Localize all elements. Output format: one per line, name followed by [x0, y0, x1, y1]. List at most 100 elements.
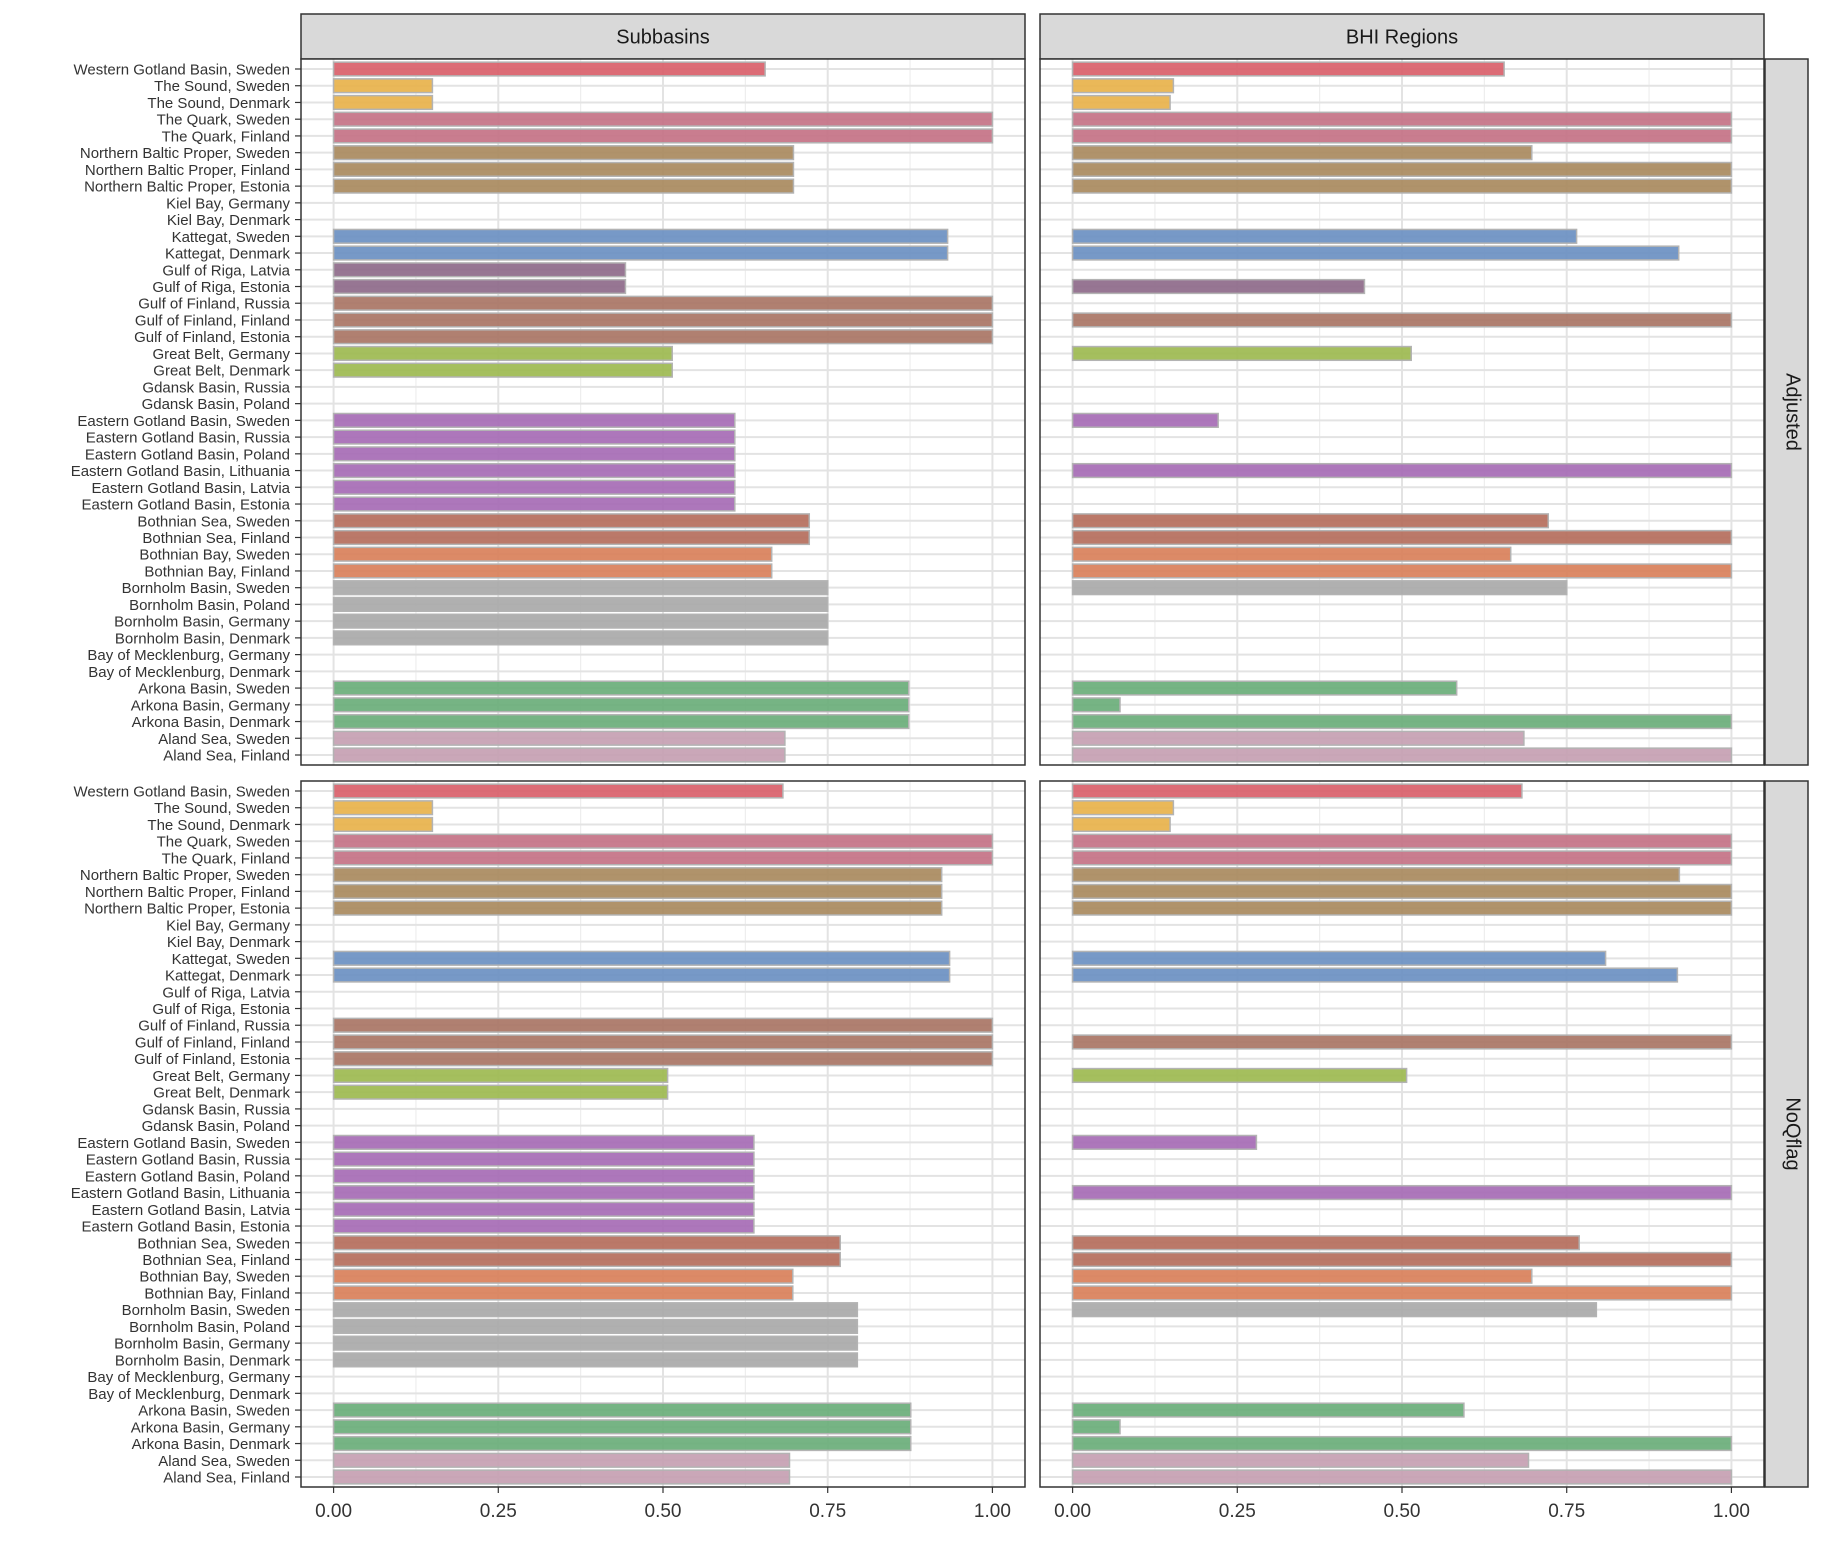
y-tick-label: The Sound, Denmark [147, 95, 290, 112]
y-tick-label: Arkona Basin, Germany [131, 1419, 291, 1436]
bar-adjusted-subbasins-eastern-gotland-basin-poland [332, 446, 736, 462]
y-tick-label: Arkona Basin, Denmark [132, 714, 291, 731]
bar-noqflag-bhi-regions-the-sound-sweden [1071, 800, 1175, 816]
bar-noqflag-subbasins-eastern-gotland-basin-estonia [332, 1218, 755, 1234]
bar-adjusted-bhi-regions-western-gotland-basin-sweden [1071, 61, 1505, 77]
y-tick-label: Bornholm Basin, Sweden [122, 580, 290, 597]
y-tick-label: Bay of Mecklenburg, Denmark [88, 1386, 290, 1403]
facet-label-noqflag: NoQflag [1782, 1097, 1804, 1170]
bar-adjusted-bhi-regions-bornholm-basin-sweden [1071, 580, 1568, 596]
y-tick-label: Gulf of Riga, Estonia [152, 1001, 290, 1018]
bar-adjusted-bhi-regions-bothnian-bay-finland [1071, 563, 1733, 579]
bar-adjusted-subbasins-bornholm-basin-germany [332, 613, 829, 629]
bar-noqflag-bhi-regions-kattegat-sweden [1071, 950, 1607, 966]
bar-adjusted-bhi-regions-the-sound-sweden [1071, 78, 1175, 94]
bar-adjusted-bhi-regions-the-quark-finland [1071, 128, 1733, 144]
bar-noqflag-bhi-regions-bothnian-sea-sweden [1071, 1235, 1580, 1251]
bar-adjusted-bhi-regions-bothnian-bay-sweden [1071, 546, 1512, 562]
y-tick-label: Bothnian Sea, Sweden [137, 1235, 290, 1252]
bar-noqflag-subbasins-gulf-of-finland-russia [332, 1017, 994, 1033]
y-tick-label: Gulf of Finland, Russia [138, 296, 290, 313]
y-tick-label: Eastern Gotland Basin, Latvia [92, 480, 291, 497]
bar-noqflag-subbasins-bothnian-sea-finland [332, 1251, 841, 1268]
facet-strip-bhi-regions [1039, 13, 1765, 60]
y-tick-label: Eastern Gotland Basin, Lithuania [71, 1185, 291, 1202]
bar-adjusted-subbasins-the-quark-sweden [332, 111, 994, 127]
y-tick-label: Bornholm Basin, Poland [129, 1319, 290, 1336]
bar-noqflag-subbasins-the-sound-denmark [332, 816, 434, 833]
bar-noqflag-bhi-regions-northern-baltic-proper-estonia [1071, 900, 1733, 916]
y-tick-label: Aland Sea, Finland [163, 748, 290, 765]
bar-noqflag-subbasins-gulf-of-finland-estonia [332, 1051, 994, 1067]
facet-label-bhi-regions: BHI Regions [1346, 27, 1458, 49]
bar-adjusted-subbasins-bothnian-sea-sweden [332, 513, 811, 529]
bar-noqflag-bhi-regions-the-sound-denmark [1071, 816, 1171, 833]
bar-noqflag-bhi-regions-bothnian-bay-sweden [1071, 1268, 1533, 1284]
y-tick-label: Kiel Bay, Germany [166, 917, 290, 934]
bar-adjusted-subbasins-aland-sea-sweden [332, 730, 786, 746]
bar-noqflag-subbasins-eastern-gotland-basin-poland [332, 1168, 755, 1184]
bar-noqflag-subbasins-great-belt-denmark [332, 1084, 669, 1100]
y-tick-label: Bornholm Basin, Denmark [115, 1352, 291, 1369]
bar-noqflag-subbasins-bothnian-sea-sweden [332, 1235, 841, 1251]
y-tick-label: Gdansk Basin, Russia [142, 1101, 290, 1118]
bar-adjusted-subbasins-bothnian-sea-finland [332, 529, 811, 546]
bar-noqflag-subbasins-northern-baltic-proper-finland [332, 883, 943, 900]
y-tick-label: The Sound, Sweden [154, 800, 290, 817]
x-tick-label: 0.25 [480, 1501, 517, 1522]
bar-noqflag-subbasins-kattegat-sweden [332, 950, 951, 966]
y-tick-label: The Quark, Finland [162, 850, 290, 867]
y-tick-label: The Quark, Sweden [157, 112, 290, 129]
bar-adjusted-bhi-regions-aland-sea-finland [1071, 747, 1733, 763]
bar-noqflag-subbasins-northern-baltic-proper-sweden [332, 867, 943, 883]
bar-adjusted-subbasins-aland-sea-finland [332, 747, 786, 763]
y-tick-label: Eastern Gotland Basin, Sweden [77, 1135, 290, 1152]
y-tick-label: Gulf of Riga, Latvia [162, 984, 290, 1001]
y-tick-label: Gulf of Riga, Estonia [152, 279, 290, 296]
bar-adjusted-subbasins-arkona-basin-denmark [332, 713, 910, 730]
bar-adjusted-bhi-regions-great-belt-germany [1071, 345, 1412, 362]
y-tick-label: The Quark, Finland [162, 128, 290, 145]
bar-adjusted-subbasins-bornholm-basin-poland [332, 596, 829, 613]
facet-label-subbasins: Subbasins [616, 27, 709, 49]
y-tick-label: The Sound, Denmark [147, 817, 290, 834]
bar-noqflag-subbasins-the-quark-finland [332, 850, 994, 866]
y-tick-label: Arkona Basin, Denmark [132, 1436, 291, 1453]
bar-noqflag-bhi-regions-the-quark-finland [1071, 850, 1733, 866]
x-tick-label: 0.75 [1548, 1501, 1585, 1522]
bar-adjusted-bhi-regions-aland-sea-sweden [1071, 730, 1525, 746]
y-tick-label: Gulf of Finland, Finland [135, 312, 290, 329]
y-tick-label: The Sound, Sweden [154, 78, 290, 95]
bar-adjusted-subbasins-gulf-of-finland-estonia [332, 329, 994, 345]
bar-adjusted-bhi-regions-kattegat-denmark [1071, 245, 1680, 261]
bar-adjusted-bhi-regions-gulf-of-finland-finland [1071, 312, 1733, 328]
y-tick-label: Northern Baltic Proper, Finland [85, 884, 290, 901]
bar-noqflag-bhi-regions-great-belt-germany [1071, 1067, 1408, 1084]
bar-adjusted-bhi-regions-arkona-basin-denmark [1071, 713, 1733, 730]
bar-adjusted-subbasins-northern-baltic-proper-estonia [332, 178, 795, 194]
y-tick-label: Bay of Mecklenburg, Germany [87, 1369, 290, 1386]
bar-noqflag-subbasins-northern-baltic-proper-estonia [332, 900, 943, 916]
bar-noqflag-subbasins-bornholm-basin-poland [332, 1318, 859, 1335]
bar-noqflag-bhi-regions-eastern-gotland-basin-lithuania [1071, 1184, 1733, 1201]
bar-adjusted-subbasins-the-quark-finland [332, 128, 994, 144]
bar-adjusted-subbasins-kattegat-sweden [332, 228, 949, 244]
y-tick-label: Aland Sea, Sweden [158, 731, 290, 748]
panel-border [300, 58, 1026, 766]
y-tick-label: Eastern Gotland Basin, Poland [85, 1168, 290, 1185]
y-tick-label: Aland Sea, Finland [163, 1470, 290, 1487]
bar-adjusted-subbasins-eastern-gotland-basin-russia [332, 429, 736, 445]
bar-adjusted-subbasins-eastern-gotland-basin-latvia [332, 479, 736, 495]
x-tick-label: 0.00 [1054, 1501, 1091, 1522]
bar-adjusted-bhi-regions-northern-baltic-proper-finland [1071, 161, 1733, 178]
y-tick-label: Northern Baltic Proper, Estonia [84, 901, 291, 918]
bar-adjusted-subbasins-gulf-of-riga-latvia [332, 262, 627, 278]
bar-adjusted-bhi-regions-the-quark-sweden [1071, 111, 1733, 127]
bar-adjusted-subbasins-bornholm-basin-denmark [332, 630, 829, 646]
bar-noqflag-bhi-regions-arkona-basin-denmark [1071, 1435, 1733, 1452]
y-tick-label: The Quark, Sweden [157, 834, 290, 851]
bar-adjusted-subbasins-eastern-gotland-basin-lithuania [332, 462, 736, 479]
bar-adjusted-subbasins-great-belt-germany [332, 345, 673, 362]
x-tick-label: 0.50 [645, 1501, 682, 1522]
